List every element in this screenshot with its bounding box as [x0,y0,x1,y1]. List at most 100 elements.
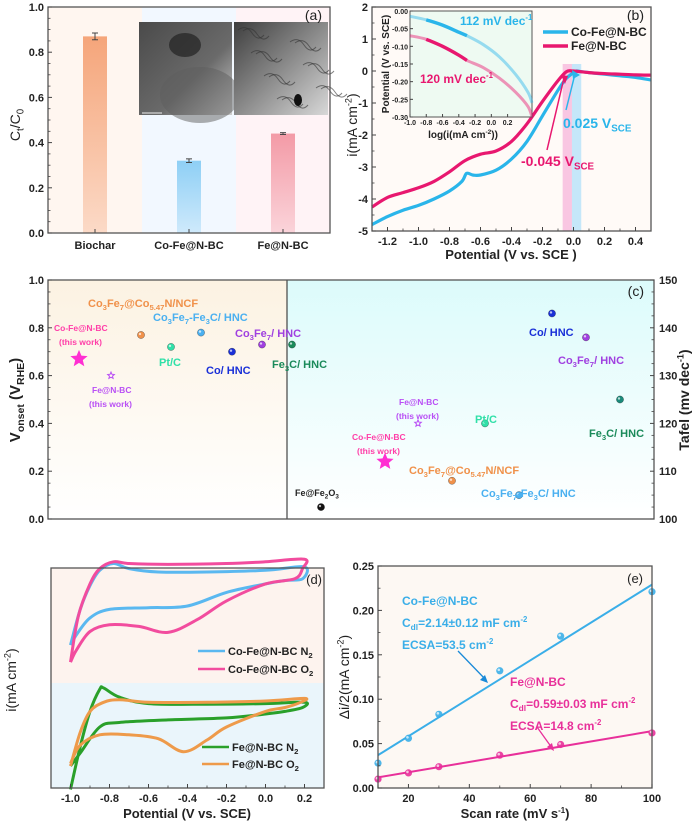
label-part: Fe [589,428,602,440]
data-point [404,769,413,777]
data-point-highlight [449,478,453,481]
label-part: (this work) [89,399,132,409]
x-axis-title: Scan rate (mV s-1) [461,806,570,821]
arrow-head [547,743,554,751]
x-tick-label: 60 [524,793,536,805]
right-section-background [287,280,654,519]
data-point [557,632,565,640]
highlight-band-cofe [571,64,582,231]
label-part: 3 [602,433,606,442]
tem-particle [294,94,302,106]
point-label: Co3Fe7@Co5.47N/NCF [88,298,198,312]
label-part: Tafel (mv dec [676,362,692,451]
label-part: Fe@N-BC N [232,742,294,754]
label-part: (this work) [357,446,400,456]
y-tick-label: 0.25 [353,561,374,573]
y-axis-title: Δi/2(mA cm-2) [335,635,352,719]
y-tick-label: 0.20 [353,605,374,617]
label-part: C/ HNC [210,312,248,324]
inset-y-tick-label: -0.05 [392,27,408,34]
label-part: ) [676,349,692,354]
data-point [404,734,413,742]
cv-curve-fe-o2 [69,696,309,767]
highlight-band-fe [562,64,572,231]
label-part: @Co [445,465,471,477]
label-part: RHE [15,363,27,385]
point-label: Fe@N-BC [92,385,131,395]
point-label: Pt/C [475,414,497,426]
x-tick-label: 0.2 [297,793,312,805]
data-point-highlight [436,764,440,767]
annotation-arrow [457,650,487,681]
label-part: Δi/2(mA cm [336,648,352,720]
legend-label: Fe@N-BC N2 [232,742,298,756]
data-point-highlight [229,349,233,352]
label-part: dl [519,703,526,713]
label-part: 2 [295,764,299,773]
y-tick-label: 0.2 [29,466,44,478]
label-part: Co [409,465,424,477]
label-part: )) [491,130,498,141]
y-tick-label: -1 [358,98,368,110]
point-label: Co3Fe7@Co5.47N/NCF [409,465,519,479]
tem-fiber [320,86,348,98]
data-point [582,333,590,342]
label-part: / HNC [594,355,624,367]
data-point [228,347,236,356]
x-tick-label: 40 [463,793,475,805]
y-axis-title: i(mA cm-2) [2,648,19,711]
label-part: 120 mV dec [420,72,486,86]
label-part: 7 [267,333,271,342]
y-tick-label: 150 [659,275,677,287]
data-point-highlight [558,742,561,745]
panel-label: (a) [305,7,322,23]
y-tick-label: 0.00 [353,783,374,795]
data-point-star [413,418,423,428]
panel-label: (d) [306,572,322,587]
y-tick-label: 0.2 [29,183,44,195]
x-axis-title: Potential (V vs. SCE) [123,806,251,821]
data-point [548,309,556,318]
label-part: Fe [272,359,285,371]
label-part: Fe [428,465,441,477]
x-tick-label: -0.8 [100,793,119,805]
data-point [258,340,266,349]
point-label: Co-Fe@N-BC [54,323,108,333]
y-tick-label: 0.8 [29,323,44,335]
label-part: ) [565,806,569,821]
annotation-arrow [546,77,565,151]
y-tick-label: -5 [358,226,368,238]
y-axis-title: i(mA cm-2) [343,93,360,156]
label-part: Fe [254,328,267,340]
label-part: Co [558,355,573,367]
bar [83,36,107,233]
data-point-star [376,452,394,469]
label-part: 7 [590,360,594,369]
y-tick-label: 0 [362,66,368,78]
label-part: C/ HNC [538,488,576,500]
label-part: -1 [525,13,533,22]
data-point-highlight [138,332,142,336]
legend-label: Co-Fe@N-BC [571,25,647,39]
x-tick-label: 100 [643,793,661,805]
point-label: (this work) [396,411,439,421]
inset-x-tick-label: -0.4 [453,120,465,127]
x-tick-label: 80 [585,793,597,805]
label-part: Pt/C [159,357,181,369]
point-label: Pt/C [159,357,181,369]
bar [271,133,295,233]
label-part: 3 [534,493,538,502]
point-label: (this work) [89,399,132,409]
label-part: Co [88,298,103,310]
label-part: 7 [441,470,445,479]
label-part: -1 [675,354,685,362]
label-part: t [16,128,27,131]
y-tick-label: 2 [362,2,368,14]
bar [177,160,201,233]
cdl-label-cofe: Cdl=2.14±0.12 mF cm-2 [402,615,528,632]
data-point [435,763,443,771]
label-part: 0.025 V [563,115,612,131]
label-part: Fe@N-BC [92,385,131,395]
label-part: SCE [611,124,632,135]
label-part: -Fe [189,312,206,324]
